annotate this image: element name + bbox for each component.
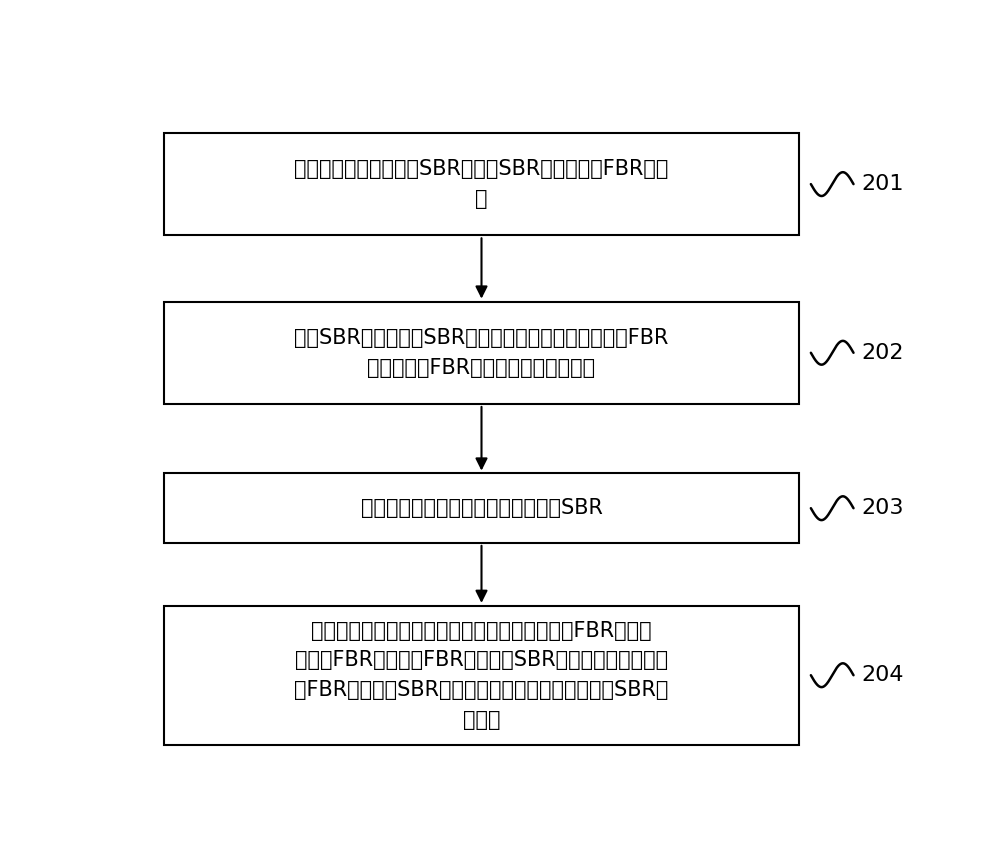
FancyBboxPatch shape: [164, 473, 799, 543]
Text: 根据SBR的地址确定SBR映射的第一候选路集合，根据FBR
的地址确定FBR映射的第二候选路集合: 根据SBR的地址确定SBR映射的第一候选路集合，根据FBR 的地址确定FBR映射…: [294, 328, 669, 378]
FancyBboxPatch shape: [164, 133, 799, 235]
Text: 202: 202: [861, 343, 904, 362]
FancyBboxPatch shape: [164, 302, 799, 404]
Text: 203: 203: [861, 498, 904, 518]
Text: 204: 204: [861, 665, 904, 685]
Text: 确定待压缩的缓存块为SBR，根据SBR的地址确定FBR的地
址: 确定待压缩的缓存块为SBR，根据SBR的地址确定FBR的地 址: [294, 159, 669, 209]
Text: 201: 201: [861, 174, 904, 194]
Text: 将第一候选路集合中的一个路分配给SBR: 将第一候选路集合中的一个路分配给SBR: [361, 498, 602, 518]
FancyBboxPatch shape: [164, 606, 799, 745]
Text: 若在第二候选路集合中确定高速缓冲存储器命中FBR，则同
时读取FBR中存储的FBR字典项和SBR中的待压缩数据，根
据FBR字典项对SBR进行基于字典的数据压缩: 若在第二候选路集合中确定高速缓冲存储器命中FBR，则同 时读取FBR中存储的FB…: [294, 621, 669, 729]
